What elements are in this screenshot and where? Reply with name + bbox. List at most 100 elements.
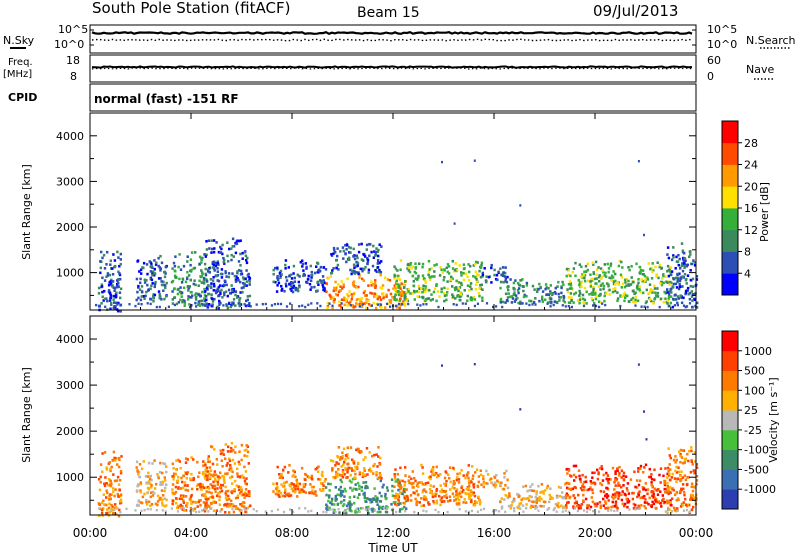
range-gate-cell (147, 500, 151, 504)
range-gate-cell (676, 279, 679, 283)
range-gate-cell (379, 286, 382, 289)
range-gate-cell (145, 498, 148, 502)
range-gate-cell (693, 451, 697, 454)
range-gate-cell (376, 270, 380, 274)
range-gate-cell (593, 502, 596, 506)
ground-scatter-cell (270, 304, 273, 307)
range-gate-cell (627, 279, 630, 283)
range-gate-cell (364, 486, 367, 490)
range-gate-cell (206, 474, 210, 477)
range-gate-cell (240, 490, 243, 493)
ground-scatter-cell (282, 510, 286, 514)
range-gate-cell (214, 261, 217, 265)
range-gate-cell (422, 496, 426, 500)
range-gate-cell (232, 287, 235, 291)
range-gate-cell (358, 484, 361, 488)
ground-scatter-cell (104, 305, 107, 308)
range-gate-cell (442, 278, 445, 282)
range-gate-cell (230, 258, 233, 262)
ground-scatter-cell (119, 511, 122, 514)
range-gate-cell (226, 489, 230, 493)
range-gate-cell (646, 276, 649, 280)
cpid-text: normal (fast) -151 RF (94, 92, 239, 106)
range-gate-cell (463, 289, 466, 292)
range-gate-cell (302, 274, 305, 278)
range-gate-cell (212, 250, 216, 254)
range-gate-cell (119, 470, 123, 473)
range-gate-cell (674, 298, 678, 301)
range-gate-cell (334, 464, 337, 467)
ground-scatter-cell (246, 507, 249, 510)
range-gate-cell (201, 272, 204, 276)
range-gate-cell (99, 507, 102, 511)
range-gate-cell (340, 474, 343, 477)
range-gate-cell (139, 281, 142, 285)
range-gate-cell (396, 480, 400, 484)
range-gate-cell (183, 301, 187, 305)
range-gate-cell (460, 469, 463, 472)
range-gate-cell (359, 267, 362, 271)
range-gate-cell (178, 460, 181, 463)
range-gate-cell (435, 283, 438, 286)
range-gate-cell (354, 466, 357, 469)
range-gate-cell (352, 284, 355, 287)
range-gate-cell (192, 476, 195, 480)
range-gate-cell (426, 297, 429, 300)
range-gate-cell (538, 499, 541, 503)
range-gate-cell (663, 487, 666, 491)
range-gate-cell (626, 489, 629, 492)
range-gate-cell (633, 506, 636, 510)
range-gate-cell (113, 289, 116, 292)
range-gate-cell (136, 469, 139, 472)
range-gate-cell (407, 266, 411, 269)
range-gate-cell (395, 291, 398, 295)
range-gate-cell (499, 481, 503, 485)
range-gate-cell (466, 294, 469, 298)
range-gate-cell (565, 503, 568, 507)
range-gate-cell (240, 286, 243, 290)
range-gate-cell (117, 495, 120, 498)
range-gate-cell (216, 483, 220, 486)
range-gate-cell (462, 271, 465, 275)
range-gate-cell (440, 488, 444, 491)
range-gate-cell (231, 458, 235, 462)
range-gate-cell (393, 502, 397, 506)
range-gate-cell (343, 296, 346, 300)
range-gate-cell (156, 503, 159, 507)
ground-scatter-cell (546, 508, 549, 511)
range-gate-cell (457, 481, 461, 484)
range-gate-cell (676, 497, 680, 500)
range-gate-cell (161, 483, 164, 486)
range-gate-cell (215, 473, 218, 477)
range-gate-cell (583, 270, 586, 274)
range-gate-cell (455, 286, 458, 289)
range-gate-cell (230, 446, 233, 450)
range-gate-cell (117, 514, 121, 518)
range-gate-cell (591, 500, 595, 504)
range-gate-cell (111, 508, 115, 512)
range-gate-cell (378, 505, 381, 509)
range-gate-cell (211, 260, 215, 264)
range-gate-cell (458, 286, 462, 289)
range-gate-cell (209, 483, 212, 486)
range-gate-cell (175, 468, 178, 471)
range-gate-cell (453, 499, 456, 502)
range-gate-cell (202, 279, 205, 282)
range-gate-cell (468, 484, 471, 488)
range-gate-cell (376, 296, 379, 299)
range-gate-cell (391, 489, 394, 493)
range-gate-cell (305, 265, 308, 269)
range-gate-cell (605, 471, 608, 475)
range-gate-cell (368, 254, 371, 258)
range-gate-cell (209, 476, 212, 480)
range-gate-cell (366, 299, 370, 303)
range-gate-cell (139, 268, 143, 272)
range-gate-cell (145, 501, 148, 504)
range-gate-cell (696, 301, 699, 305)
range-gate-cell (348, 500, 351, 503)
range-gate-cell (190, 251, 194, 254)
range-gate-cell (315, 289, 318, 293)
range-gate-cell (348, 496, 352, 499)
range-gate-cell (554, 502, 557, 506)
